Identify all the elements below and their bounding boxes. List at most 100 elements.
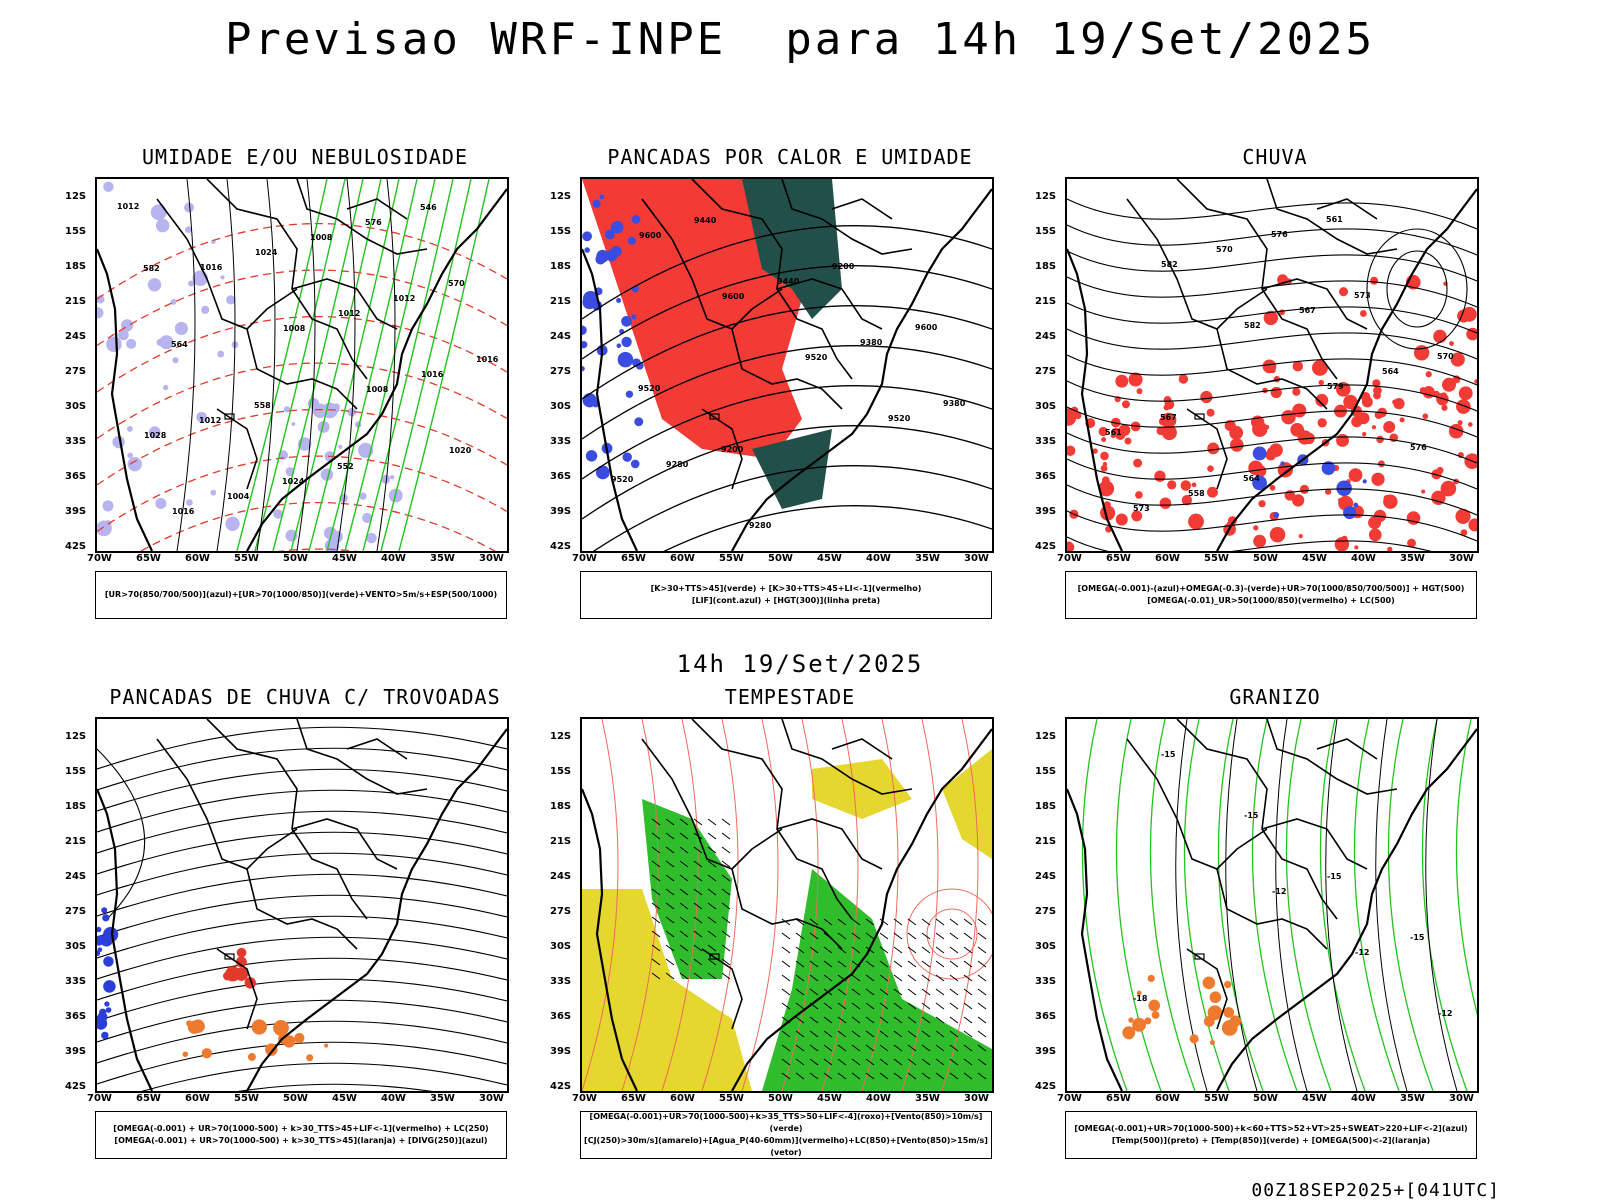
contour-label: 1016 [421, 370, 444, 379]
lon-tick-label: 40W [1351, 553, 1376, 564]
lat-tick-label: 15S [1035, 226, 1057, 237]
contour-label: 1008 [283, 324, 306, 333]
lat-tick-label: 39S [550, 506, 572, 517]
lon-tick-label: 55W [719, 1093, 744, 1104]
contour-label: 9200 [721, 445, 744, 454]
contour-label: 576 [365, 218, 382, 227]
lon-tick-label: 30W [1449, 553, 1474, 564]
map-area [580, 717, 994, 1093]
lat-tick-label: 18S [65, 261, 87, 272]
lat-tick-label: 39S [1035, 1046, 1057, 1057]
contour-label: 9440 [777, 277, 800, 286]
lat-tick-label: 15S [550, 226, 572, 237]
lon-tick-label: 60W [185, 553, 210, 564]
lat-tick-label: 33S [550, 436, 572, 447]
map-panel: GRANIZO -12 -12 -12 -15 -15 -15 -15 -18 12S 15S 18S… [1035, 685, 1545, 1185]
contour-label: 561 [1105, 428, 1122, 437]
lon-tick-label: 60W [1155, 553, 1180, 564]
lat-tick-label: 12S [65, 731, 87, 742]
lat-tick-label: 36S [65, 471, 87, 482]
lon-tick-label: 45W [1302, 553, 1327, 564]
contour-label: 1016 [200, 263, 223, 272]
lon-tick-label: 70W [572, 553, 597, 564]
lat-tick-label: 42S [1035, 1081, 1057, 1092]
contour-label: 579 [1327, 382, 1344, 391]
lat-tick-label: 18S [1035, 261, 1057, 272]
legend-line: [OMEGA(-0.001)+UR>70(1000-500)+k>35_TTS>… [589, 1112, 983, 1133]
lat-tick-label: 39S [65, 1046, 87, 1057]
contour-label: -18 [1133, 994, 1148, 1003]
lat-tick-label: 27S [1035, 906, 1057, 917]
lat-tick-label: 33S [65, 436, 87, 447]
lon-tick-label: 35W [430, 1093, 455, 1104]
lon-tick-label: 45W [817, 1093, 842, 1104]
map-canvas: 1012 1016 1008 1008 1020 1016 1024 1012 1016 1028… [97, 179, 507, 551]
lon-tick-label: 35W [1400, 1093, 1425, 1104]
panel-title: PANCADAS DE CHUVA C/ TROVOADAS [109, 685, 501, 709]
lat-tick-label: 27S [65, 906, 87, 917]
contour-label: 9280 [666, 460, 689, 469]
contour-label: 9200 [832, 262, 855, 271]
lon-tick-label: 65W [1106, 553, 1131, 564]
lat-tick-label: 39S [65, 506, 87, 517]
lon-tick-label: 70W [87, 553, 112, 564]
lon-tick-label: 45W [332, 553, 357, 564]
legend-line: [OMEGA(-0.001) + UR>70(1000-500) + k>30_… [114, 1136, 488, 1145]
contour-label: 9280 [749, 521, 772, 530]
lat-tick-label: 12S [1035, 731, 1057, 742]
legend-line: [OMEGA(-0.01)_UR>50(1000/850)(vermelho) … [1147, 596, 1395, 605]
contour-label: -12 [1355, 948, 1369, 957]
contour-label: 552 [337, 462, 354, 471]
lat-tick-label: 21S [65, 296, 87, 307]
lat-tick-label: 18S [550, 801, 572, 812]
contour-label: 561 [1326, 215, 1343, 224]
legend-box: [OMEGA(-0.001)+UR>70(1000-500)+k>35_TTS>… [580, 1111, 992, 1159]
contour-label: 9520 [611, 475, 634, 484]
map-area: -12 -12 -12 -15 -15 -15 -15 -18 [1065, 717, 1479, 1093]
lat-tick-label: 27S [1035, 366, 1057, 377]
contour-label: -15 [1410, 933, 1425, 942]
legend-box: [UR>70(850/700/500)](azul)+[UR>70(1000/8… [95, 571, 507, 619]
contour-label: -12 [1438, 1009, 1452, 1018]
contour-label: 9440 [694, 216, 717, 225]
lat-tick-label: 15S [1035, 766, 1057, 777]
contour-label: 573 [1133, 504, 1150, 513]
contour-label: 1012 [338, 309, 360, 318]
lon-tick-label: 45W [817, 553, 842, 564]
contour-label: 1012 [117, 202, 139, 211]
lon-tick-label: 40W [1351, 1093, 1376, 1104]
lat-tick-label: 27S [65, 366, 87, 377]
lat-tick-label: 21S [550, 296, 572, 307]
map-area: 582 582 579 576 573 570 567 564 561 558 576 573 570 5… [1065, 177, 1479, 553]
lon-tick-label: 45W [1302, 1093, 1327, 1104]
lat-tick-label: 36S [65, 1011, 87, 1022]
contour-label: 9520 [805, 353, 828, 362]
lon-tick-label: 50W [768, 1093, 793, 1104]
lon-tick-label: 60W [670, 1093, 695, 1104]
lon-tick-label: 70W [1057, 553, 1082, 564]
lon-tick-label: 35W [915, 553, 940, 564]
lat-tick-label: 18S [65, 801, 87, 812]
contour-label: -15 [1327, 872, 1342, 881]
lat-tick-label: 12S [65, 191, 87, 202]
contour-label: 9520 [638, 384, 661, 393]
lat-tick-label: 42S [65, 1081, 87, 1092]
lat-tick-label: 24S [65, 871, 87, 882]
map-area: 1012 1016 1008 1008 1020 1016 1024 1012 1016 1028… [95, 177, 509, 553]
lat-tick-label: 30S [1035, 401, 1057, 412]
contour-label: 9600 [915, 323, 938, 332]
lat-tick-label: 24S [550, 871, 572, 882]
lon-tick-label: 60W [1155, 1093, 1180, 1104]
lat-tick-label: 24S [550, 331, 572, 342]
lon-tick-label: 70W [572, 1093, 597, 1104]
contour-label: 9600 [722, 292, 745, 301]
lat-tick-label: 12S [1035, 191, 1057, 202]
contour-label: 567 [1160, 413, 1177, 422]
lat-tick-label: 21S [65, 836, 87, 847]
contour-label: 576 [1271, 230, 1288, 239]
lon-tick-label: 30W [479, 553, 504, 564]
panel-title: PANCADAS POR CALOR E UMIDADE [607, 145, 973, 169]
lat-tick-label: 30S [1035, 941, 1057, 952]
run-footer: 00Z18SEP2025+[041UTC] [1251, 1180, 1500, 1201]
lat-tick-label: 27S [550, 906, 572, 917]
